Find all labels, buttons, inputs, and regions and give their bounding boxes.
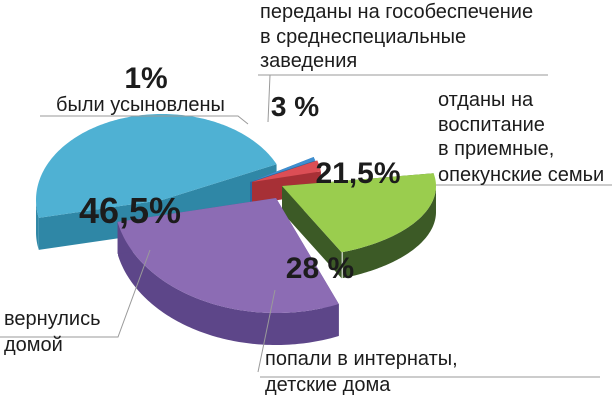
slice-wall-returned-home-0	[38, 200, 162, 250]
slice-adopted	[250, 157, 316, 182]
slice-orphanages	[117, 198, 339, 313]
category-label-orphanages: попали в интернаты, детские дома	[265, 348, 463, 396]
leader-lines	[0, 74, 612, 378]
category-label-state-care: переданы на гособеспечение в среднеспеци…	[260, 1, 539, 72]
label-line: в среднеспециальные	[260, 26, 466, 48]
label-line: переданы на гособеспечение	[260, 1, 533, 23]
value-label-state-care: 3 %	[271, 91, 319, 122]
slice-foster-families	[282, 173, 436, 253]
slice-state-care	[252, 160, 321, 182]
label-line: воспитание	[438, 114, 545, 136]
slice-tops	[36, 114, 436, 313]
slice-side-orphanages	[118, 223, 339, 345]
label-line: в приемные,	[438, 138, 554, 160]
leader-line-6	[267, 74, 271, 123]
leader-line-5	[257, 289, 276, 373]
label-line: домой	[4, 334, 63, 356]
category-label-foster-families: отданы на воспитание в приемные, опекунс…	[438, 89, 604, 186]
slice-wall-foster-families-1	[282, 186, 342, 279]
leader-line-1	[40, 115, 249, 125]
slice-returned-home	[36, 114, 277, 218]
category-label-returned-home: вернулись домой	[4, 308, 106, 356]
label-line: детские дома	[265, 374, 391, 396]
value-label-orphanages: 28 %	[286, 252, 354, 285]
leader-line-0	[0, 249, 151, 338]
value-label-returned-home: 46,5%	[79, 190, 181, 231]
slice-side-foster-families	[342, 187, 436, 279]
value-label-adopted: 1%	[124, 62, 167, 95]
slice-side-returned-home	[36, 201, 39, 250]
value-label-foster-families: 21,5%	[315, 157, 400, 190]
category-label-adopted: были усыновлены	[56, 94, 225, 116]
label-line: вернулись	[4, 308, 101, 330]
label-line: были усыновлены	[56, 94, 225, 116]
label-line: опекунские семьи	[438, 164, 604, 186]
label-line: отданы на	[438, 89, 534, 111]
label-line: заведения	[260, 50, 357, 72]
label-line: попали в интернаты,	[265, 348, 458, 370]
